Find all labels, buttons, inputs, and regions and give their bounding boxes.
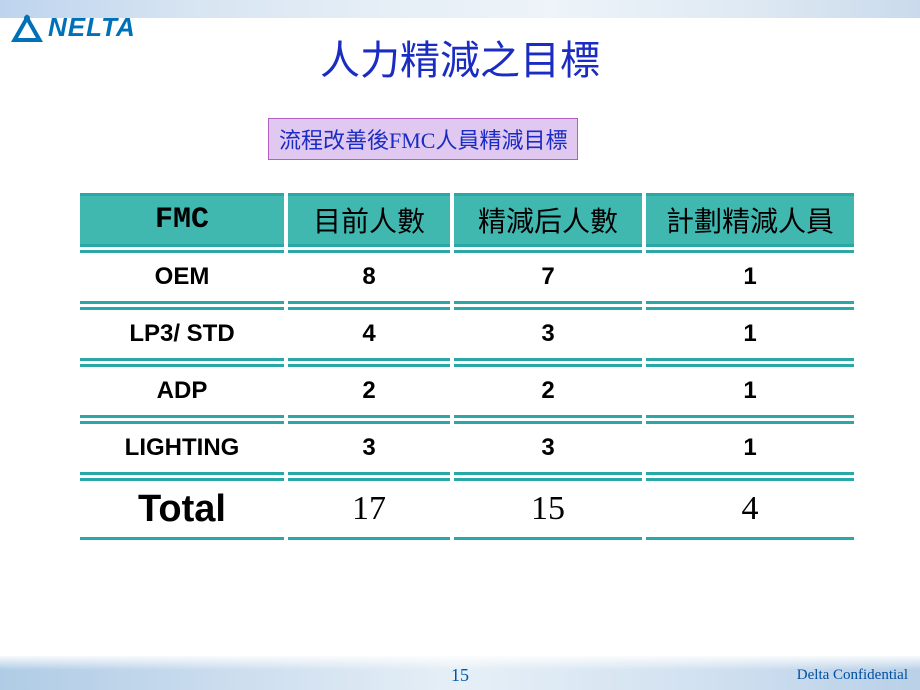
cell-plan: 1 (646, 421, 854, 475)
table-row: ADP 2 2 1 (80, 364, 854, 418)
total-after: 15 (454, 478, 642, 540)
cell-after: 3 (454, 307, 642, 361)
subtitle-box: 流程改善後FMC人員精減目標 (268, 118, 578, 160)
cell-after: 2 (454, 364, 642, 418)
table-header-row: FMC 目前人數 精減后人數 計劃精減人員 (80, 193, 854, 247)
fmc-table: FMC 目前人數 精減后人數 計劃精減人員 OEM 8 7 1 LP3/ STD… (76, 190, 858, 543)
row-label: LIGHTING (80, 421, 284, 475)
page-title: 人力精減之目標 (0, 28, 920, 86)
col-header-plan: 計劃精減人員 (646, 193, 854, 247)
cell-current: 8 (288, 250, 450, 304)
confidential-label: Delta Confidential (797, 667, 908, 684)
cell-plan: 1 (646, 364, 854, 418)
row-label: LP3/ STD (80, 307, 284, 361)
row-label: OEM (80, 250, 284, 304)
cell-current: 4 (288, 307, 450, 361)
cell-current: 3 (288, 421, 450, 475)
page-number: 15 (0, 665, 920, 686)
table-row: LP3/ STD 4 3 1 (80, 307, 854, 361)
table-row: OEM 8 7 1 (80, 250, 854, 304)
cell-plan: 1 (646, 307, 854, 361)
cell-current: 2 (288, 364, 450, 418)
table-total-row: Total 17 15 4 (80, 478, 854, 540)
total-current: 17 (288, 478, 450, 540)
row-label: ADP (80, 364, 284, 418)
cell-plan: 1 (646, 250, 854, 304)
cell-after: 3 (454, 421, 642, 475)
col-header-current: 目前人數 (288, 193, 450, 247)
total-plan: 4 (646, 478, 854, 540)
table-row: LIGHTING 3 3 1 (80, 421, 854, 475)
col-header-fmc: FMC (80, 193, 284, 247)
cell-after: 7 (454, 250, 642, 304)
col-header-after: 精減后人數 (454, 193, 642, 247)
total-label: Total (80, 478, 284, 540)
top-cloud-band (0, 0, 920, 18)
